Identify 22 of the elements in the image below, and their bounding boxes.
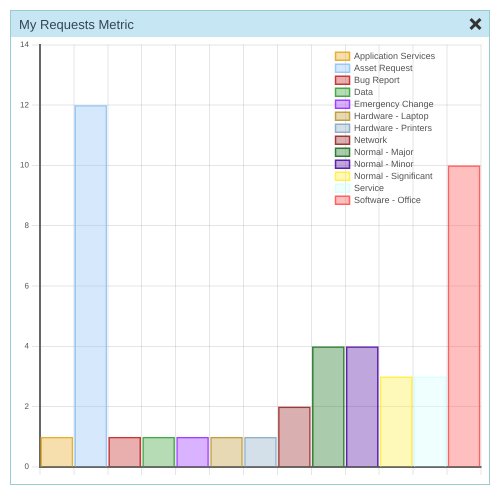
legend-label: Asset Request [354,62,414,73]
y-tick-label: 6 [24,281,30,290]
legend-label: Bug Report [354,74,400,85]
legend-label: Data [354,86,374,97]
y-tick-label: 0 [24,462,30,472]
legend-label: Application Services [354,50,436,61]
legend-label: Hardware - Laptop [354,110,429,121]
legend-label: Normal - Major [354,146,414,157]
chart-title: My Requests Metric [19,16,134,32]
y-tick-label: 8 [24,220,30,230]
y-tick-label: 14 [20,40,30,50]
legend-label: Hardware - Printers [354,122,433,133]
legend-label: Network [354,134,388,145]
legend-label: Emergency Change [354,98,434,109]
y-tick-label: 12 [20,100,30,110]
y-tick-label: 2 [24,402,30,411]
y-tick-label: 10 [20,160,30,170]
y-tick-label: 4 [24,342,30,351]
legend-label: Normal - Significant [354,170,434,181]
legend-label: Software - Office [354,194,421,205]
legend-label: Normal - Minor [354,158,414,169]
legend-label: Service [354,182,384,193]
